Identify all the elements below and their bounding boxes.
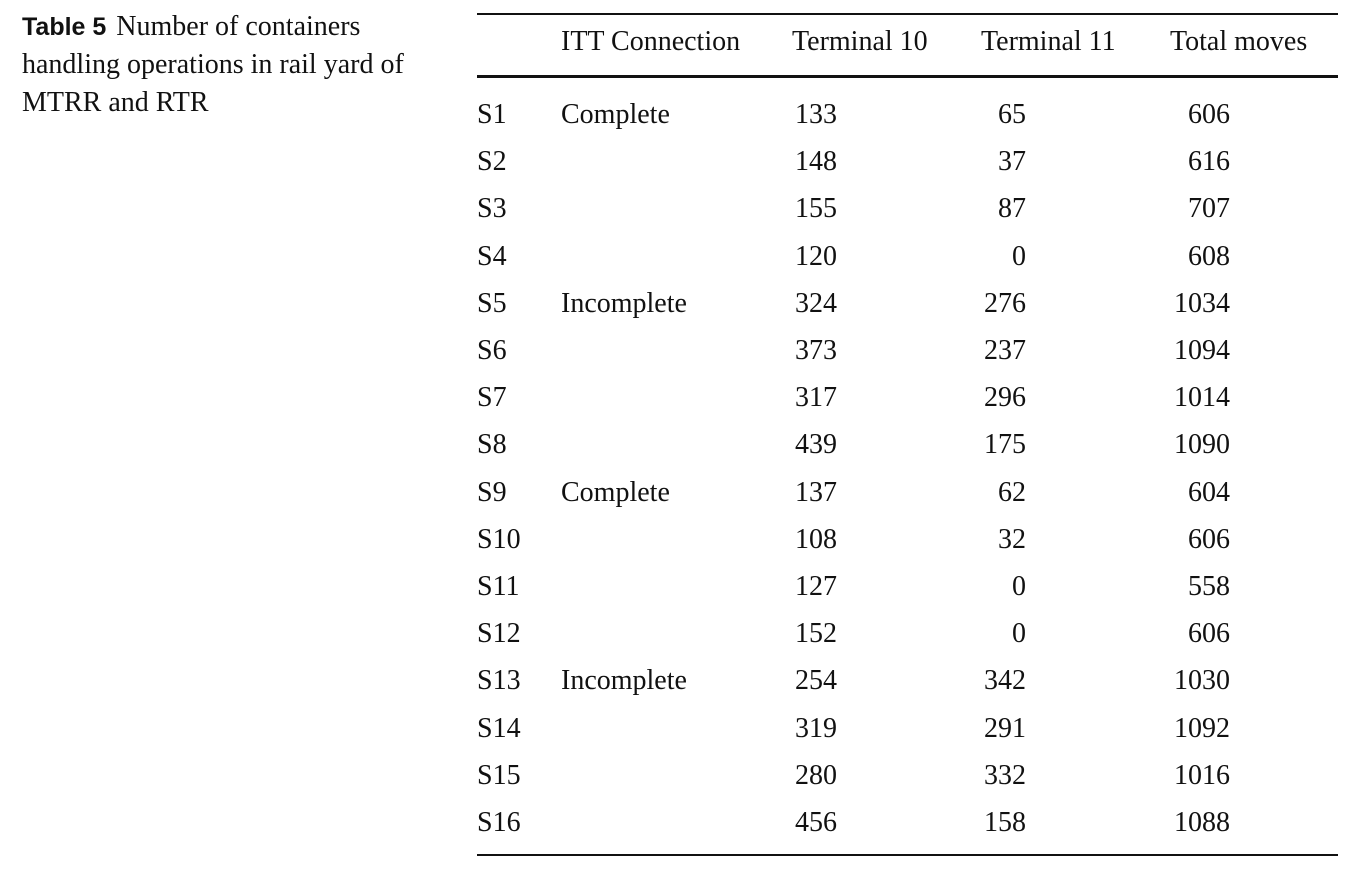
terminal-10: 456 [795,807,837,838]
terminal-10: 439 [795,429,837,461]
caption-text: Number of containers handling operations… [22,11,404,118]
terminal-10: 324 [795,287,837,319]
total-moves: 616 [1188,146,1230,178]
total-moves: 1030 [1174,665,1230,697]
row-id: S9 [477,476,507,508]
terminal-11: 175 [984,429,1026,461]
total-moves: 558 [1188,571,1230,602]
terminal-11: 276 [984,287,1026,319]
row-id: S3 [477,193,507,225]
terminal-10: 254 [795,665,837,697]
terminal-10: 127 [795,571,837,602]
row-id: S14 [477,712,521,744]
total-moves: 606 [1188,523,1230,555]
terminal-10: 108 [795,523,837,555]
row-id: S6 [477,335,507,366]
terminal-11: 158 [984,807,1026,838]
terminal-10: 120 [795,240,837,272]
row-id: S10 [477,523,521,555]
row-id: S16 [477,807,521,838]
terminal-11: 291 [984,712,1026,744]
terminal-10: 137 [795,476,837,508]
column-header: Total moves [1170,26,1308,57]
total-moves: 604 [1188,476,1230,508]
row-id: S1 [477,99,507,130]
row-id: S4 [477,240,507,272]
row-id: S5 [477,287,507,319]
terminal-11: 296 [984,382,1026,414]
row-id: S13 [477,665,521,697]
terminal-10: 148 [795,146,837,178]
terminal-10: 373 [795,335,837,366]
terminal-11: 87 [998,193,1026,225]
terminal-10: 280 [795,759,837,791]
total-moves: 707 [1188,193,1230,225]
row-id: S8 [477,429,507,461]
total-moves: 1090 [1174,429,1230,461]
connection: Complete [561,476,670,508]
total-moves: 1092 [1174,712,1230,744]
row-id: S11 [477,571,520,602]
terminal-11: 237 [984,335,1026,366]
row-id: S15 [477,759,521,791]
terminal-11: 0 [1012,618,1026,650]
connection: Incomplete [561,287,687,319]
row-id: S7 [477,382,507,414]
row-id: S2 [477,146,507,178]
terminal-11: 0 [1012,240,1026,272]
terminal-10: 319 [795,712,837,744]
terminal-11: 62 [998,476,1026,508]
total-moves: 608 [1188,240,1230,272]
total-moves: 1088 [1174,807,1230,838]
terminal-11: 65 [998,99,1026,130]
top-rule [477,13,1338,15]
terminal-10: 152 [795,618,837,650]
terminal-11: 0 [1012,571,1026,602]
header-rule [477,75,1338,78]
terminal-11: 342 [984,665,1026,697]
total-moves: 1094 [1174,335,1230,366]
terminal-10: 317 [795,382,837,414]
terminal-10: 133 [795,99,837,130]
connection: Incomplete [561,665,687,697]
total-moves: 606 [1188,618,1230,650]
column-header: Terminal 11 [981,26,1116,57]
bottom-rule [477,854,1338,856]
row-id: S12 [477,618,521,650]
column-header: Terminal 10 [792,26,928,57]
terminal-11: 37 [998,146,1026,178]
column-header: ITT Connection [561,26,741,57]
caption-label: Table 5 [22,13,107,41]
total-moves: 1016 [1174,759,1230,791]
connection: Complete [561,99,670,130]
total-moves: 1034 [1174,287,1230,319]
terminal-10: 155 [795,193,837,225]
terminal-11: 332 [984,759,1026,791]
total-moves: 1014 [1174,382,1230,414]
terminal-11: 32 [998,523,1026,555]
table-caption: Table 5 Number of containers handling ope… [22,8,432,122]
total-moves: 606 [1188,99,1230,130]
